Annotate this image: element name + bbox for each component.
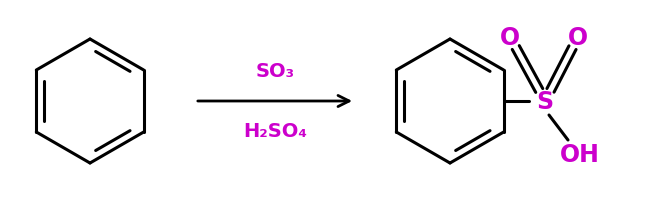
Text: H₂SO₄: H₂SO₄ xyxy=(243,122,307,141)
Text: O: O xyxy=(500,26,520,50)
Text: OH: OH xyxy=(560,142,600,166)
Text: S: S xyxy=(536,90,554,113)
Text: O: O xyxy=(568,26,588,50)
Text: SO₃: SO₃ xyxy=(256,62,295,81)
